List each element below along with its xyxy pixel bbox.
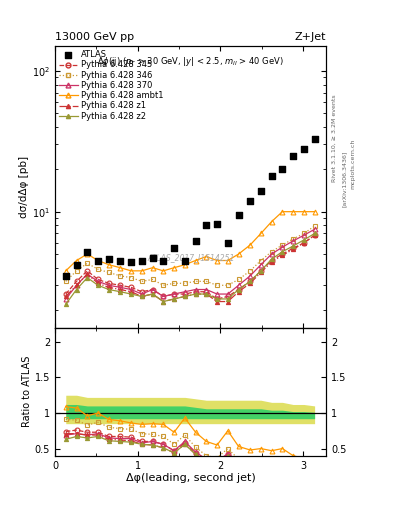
Text: [arXiv:1306.3436]: [arXiv:1306.3436] [342,151,347,207]
X-axis label: Δφ(leading, second jet): Δφ(leading, second jet) [126,473,255,483]
Point [139,257,145,265]
Text: 13000 GeV pp: 13000 GeV pp [55,32,134,42]
Point [312,135,318,143]
Text: mcplots.cern.ch: mcplots.cern.ch [351,139,356,189]
Y-axis label: dσ/dΔφ [pb]: dσ/dΔφ [pb] [19,156,29,218]
Text: $\Delta\phi$(jj) ($p_T$ > 30 GeV, $|y|$ < 2.5, $m_{ll}$ > 40 GeV): $\Delta\phi$(jj) ($p_T$ > 30 GeV, $|y|$ … [97,55,284,68]
Text: ATLAS_2017_I1514251: ATLAS_2017_I1514251 [147,253,234,262]
Point [62,272,69,280]
Point [247,197,253,205]
Point [171,244,177,252]
Point [268,172,275,180]
Point [128,258,134,266]
Point [84,248,90,256]
Point [290,152,296,160]
Point [301,144,307,153]
Text: Rivet 3.1.10, ≥ 3.2M events: Rivet 3.1.10, ≥ 3.2M events [332,94,337,182]
Point [235,211,242,219]
Point [182,257,188,265]
Point [106,255,112,263]
Text: Z+Jet: Z+Jet [295,32,326,42]
Point [95,257,101,265]
Point [117,257,123,265]
Point [193,237,199,245]
Point [225,239,231,247]
Point [160,257,167,265]
Point [214,220,220,228]
Point [279,165,286,174]
Legend: ATLAS, Pythia 6.428 345, Pythia 6.428 346, Pythia 6.428 370, Pythia 6.428 ambt1,: ATLAS, Pythia 6.428 345, Pythia 6.428 34… [57,49,165,122]
Y-axis label: Ratio to ATLAS: Ratio to ATLAS [22,356,32,428]
Point [73,261,80,269]
Point [203,221,209,229]
Point [258,187,264,195]
Point [149,254,156,262]
